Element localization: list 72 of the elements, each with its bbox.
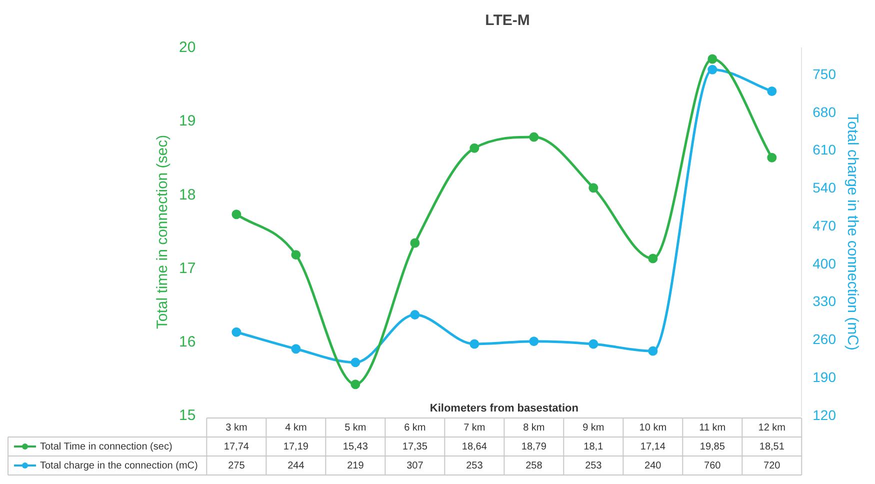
- y2-tick-label: 610: [812, 142, 836, 158]
- point: [232, 327, 242, 337]
- y2-tick-label: 680: [812, 104, 836, 120]
- y2-tick-label: 750: [812, 66, 836, 82]
- data-label: 17,74: [224, 441, 250, 452]
- data-label: 253: [466, 460, 484, 472]
- data-label: 240: [644, 460, 662, 472]
- point: [588, 339, 598, 349]
- legend-label: Total charge in the connection (mC): [40, 460, 198, 472]
- x-axis-title: Kilometers from basestation: [430, 402, 579, 415]
- point: [767, 152, 777, 162]
- y-tick-label: 19: [178, 112, 196, 130]
- legend-label: Total Time in connection (sec): [40, 441, 172, 452]
- data-label: 15,43: [342, 441, 368, 452]
- y-tick-label: 15: [178, 407, 196, 424]
- x-tick-label: 12 km: [758, 422, 786, 434]
- data-label: 18,51: [759, 441, 785, 452]
- data-label: 17,35: [402, 441, 428, 452]
- data-label: 18,79: [521, 441, 547, 452]
- y2-tick-label: 260: [812, 331, 836, 348]
- y2-axis-title: Total charge in the connection (mC): [844, 114, 861, 350]
- x-tick-label: 7 km: [464, 422, 486, 434]
- point: [291, 344, 301, 354]
- y2-tick-label: 190: [812, 368, 836, 385]
- point: [470, 339, 480, 349]
- point: [767, 86, 777, 96]
- chart-title: LTE-M: [485, 12, 530, 30]
- y-tick-label: 18: [178, 186, 196, 204]
- y2-tick-label: 330: [812, 293, 836, 310]
- data-label: 720: [764, 460, 781, 472]
- data-label: 275: [228, 460, 246, 472]
- data-label: 253: [585, 460, 602, 472]
- x-tick-label: 6 km: [404, 422, 426, 434]
- y-axis-title: Total time in connection (sec): [154, 134, 172, 330]
- point: [410, 310, 420, 320]
- y2-tick-label: 400: [812, 255, 836, 272]
- data-label: 17,14: [640, 441, 666, 452]
- point: [232, 210, 242, 220]
- y2-tick-label: 540: [812, 180, 836, 196]
- point: [648, 346, 658, 356]
- point: [708, 54, 718, 64]
- x-tick-label: 5 km: [344, 422, 366, 434]
- point: [470, 143, 480, 153]
- y2-tick-label: 120: [812, 406, 836, 423]
- data-label: 19,85: [700, 441, 726, 452]
- x-tick-label: 10 km: [639, 422, 667, 434]
- point: [291, 250, 301, 260]
- data-label: 258: [526, 460, 543, 472]
- point: [708, 64, 718, 74]
- y2-tick-label: 470: [812, 217, 836, 234]
- y-tick-label: 17: [178, 260, 196, 277]
- point: [588, 183, 598, 193]
- point: [529, 132, 539, 142]
- data-label: 219: [347, 460, 364, 472]
- y-tick-label: 16: [178, 334, 196, 351]
- x-tick-label: 8 km: [523, 422, 545, 434]
- x-tick-label: 9 km: [582, 422, 604, 434]
- point: [648, 254, 658, 264]
- x-tick-label: 3 km: [226, 422, 248, 434]
- point: [410, 238, 420, 248]
- data-label: 760: [704, 460, 722, 472]
- x-tick-label: 4 km: [285, 422, 307, 434]
- point: [350, 358, 360, 368]
- x-tick-label: 11 km: [699, 422, 726, 434]
- y-tick-label: 20: [178, 39, 196, 56]
- data-label: 244: [288, 460, 305, 472]
- point: [350, 380, 360, 390]
- data-label: 17,19: [283, 441, 309, 452]
- data-label: 18,64: [462, 441, 488, 452]
- point: [529, 336, 539, 346]
- data-label: 18,1: [584, 441, 604, 452]
- data-label: 307: [406, 460, 424, 472]
